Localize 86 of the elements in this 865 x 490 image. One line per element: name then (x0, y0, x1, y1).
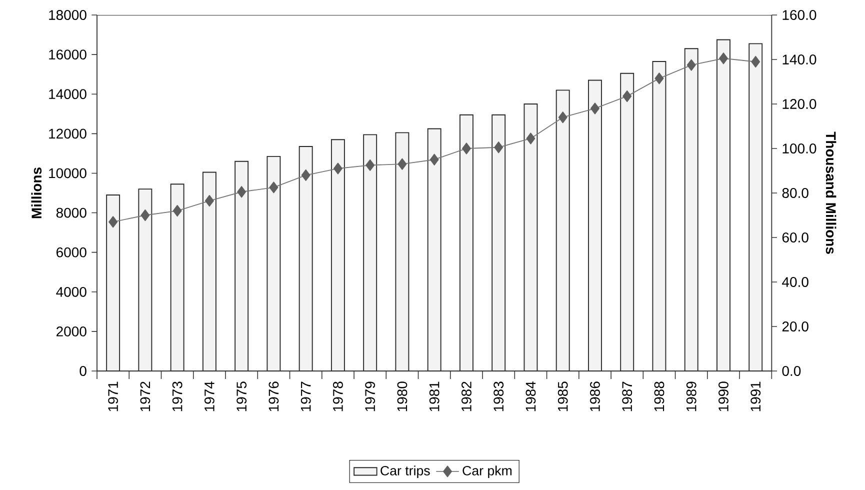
x-tick-label: 1976 (268, 382, 279, 412)
point (269, 182, 278, 194)
x-tick-label: 1989 (686, 382, 696, 412)
y2-axis-title: Thousand Millions (826, 132, 836, 254)
point (108, 216, 118, 228)
bar (716, 39, 730, 372)
point (172, 204, 182, 217)
x-tick-label: 1982 (462, 382, 472, 412)
y2-tick-label: 140.0 (782, 54, 816, 64)
point (719, 52, 728, 64)
y2-tick-label: 80.0 (782, 188, 808, 198)
bar (588, 80, 602, 372)
bar (748, 43, 763, 372)
point (140, 209, 150, 222)
bar (556, 90, 570, 372)
bar (459, 114, 474, 372)
x-tick-label: 1971 (108, 382, 118, 412)
y-tick-label: 16000 (49, 50, 86, 60)
bar (524, 104, 538, 372)
point (204, 194, 214, 207)
bar (330, 139, 345, 372)
point (462, 142, 471, 154)
y-tick-label: 12000 (49, 128, 86, 139)
y-tick-label: 2000 (56, 326, 86, 336)
point (366, 159, 375, 171)
point (494, 142, 504, 154)
x-tick-label: 1980 (397, 382, 408, 412)
x-tick-label: 1977 (300, 382, 311, 412)
x-tick-label: 1979 (365, 382, 376, 412)
point (751, 56, 760, 68)
bar (363, 134, 378, 372)
bar (202, 172, 216, 372)
y2-tick-label: 60.0 (782, 232, 808, 242)
y2-tick-label: 40.0 (782, 277, 808, 287)
x-tick-label: 1991 (750, 382, 761, 412)
x-tick-label: 1987 (622, 382, 632, 412)
bar (395, 132, 410, 372)
bar (106, 194, 120, 372)
point (333, 162, 342, 174)
point (686, 59, 696, 71)
x-tick-label: 1984 (526, 381, 536, 412)
x-tick-label: 1978 (333, 382, 343, 412)
x-tick-label: 1973 (172, 382, 182, 412)
y-tick-label: 10000 (49, 168, 86, 178)
bar (684, 48, 698, 372)
point (301, 169, 310, 181)
legend-label: Car trips (380, 466, 430, 478)
y-tick-label: 18000 (49, 10, 86, 20)
bar (620, 72, 634, 372)
x-tick-label: 1990 (718, 382, 728, 412)
y-tick-label: 0 (80, 366, 86, 376)
point (558, 112, 568, 124)
x-tick-label: 1981 (429, 382, 440, 412)
point (398, 158, 407, 170)
bar (298, 146, 313, 372)
x-tick-label: 1985 (558, 382, 568, 412)
point (237, 186, 246, 198)
point (622, 90, 632, 102)
x-tick-label: 1972 (140, 382, 150, 412)
x-tick-label: 1974 (204, 381, 214, 412)
y-tick-label: 14000 (49, 89, 86, 100)
point (654, 72, 664, 84)
x-tick-label: 1986 (590, 382, 600, 412)
legend-label: Car pkm (462, 466, 512, 478)
point (526, 132, 536, 144)
x-tick-label: 1983 (494, 382, 504, 412)
bar (138, 188, 152, 372)
bar (492, 114, 506, 372)
point (430, 154, 439, 166)
x-tick-label: 1975 (236, 382, 247, 412)
bar (427, 128, 442, 372)
y-tick-label: 4000 (56, 286, 86, 297)
y-tick-label: 8000 (56, 208, 86, 218)
y2-tick-label: 0.0 (782, 366, 801, 376)
bar (170, 184, 184, 372)
bar (266, 156, 281, 372)
x-tick-label: 1988 (654, 382, 664, 412)
y-tick-label: 6000 (56, 247, 86, 258)
y2-tick-label: 120.0 (782, 99, 816, 109)
y2-tick-label: 160.0 (782, 10, 816, 20)
bar (652, 61, 666, 372)
y2-tick-label: 100.0 (782, 144, 816, 154)
y2-tick-label: 20.0 (782, 322, 808, 332)
point (590, 102, 600, 114)
bar (234, 160, 249, 372)
y-axis-title: Millions (31, 168, 42, 218)
